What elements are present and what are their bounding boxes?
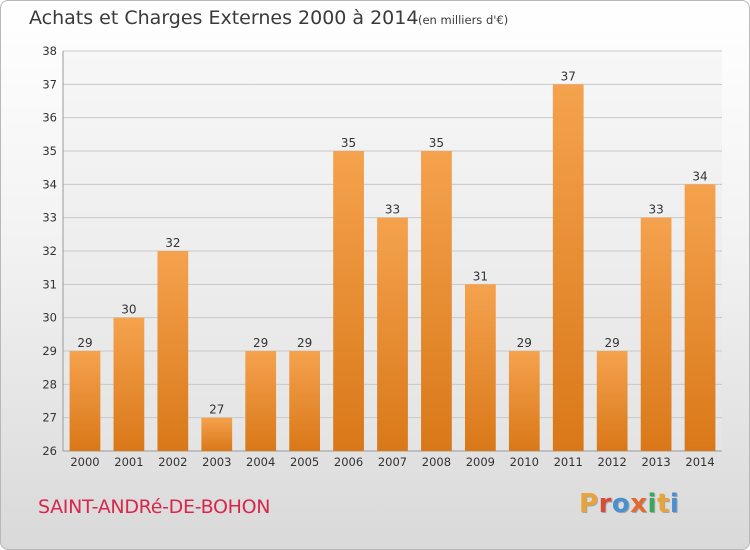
data-label-2000: 29 [77, 336, 92, 350]
x-tick-label: 2012 [598, 455, 627, 469]
data-label-2010: 29 [517, 336, 532, 350]
x-tick-label: 2008 [422, 455, 451, 469]
logo-letter: x [630, 489, 648, 519]
logo-letter: i [669, 489, 680, 519]
data-label-2005: 29 [297, 336, 312, 350]
chart-unit: (en milliers d'€) [418, 13, 509, 27]
y-tick-label: 29 [42, 344, 57, 358]
x-tick-label: 2010 [510, 455, 539, 469]
data-label-2006: 35 [341, 136, 356, 150]
x-tick-label: 2011 [554, 455, 583, 469]
bar-2005[interactable] [289, 351, 321, 451]
y-tick-label: 33 [42, 211, 57, 225]
commune-name: SAINT-ANDRé-DE-BOHON [38, 496, 271, 518]
y-tick-label: 35 [42, 144, 57, 158]
x-tick-label: 2002 [158, 455, 187, 469]
bar-2004[interactable] [245, 351, 277, 451]
bar-2008[interactable] [421, 151, 452, 451]
y-tick-label: 26 [42, 444, 57, 458]
x-tick-label: 2005 [290, 455, 319, 469]
data-label-2002: 32 [165, 236, 180, 250]
data-label-2013: 33 [648, 203, 663, 217]
data-label-2003: 27 [209, 403, 224, 417]
bar-2003[interactable] [201, 417, 233, 451]
y-tick-label: 38 [42, 44, 57, 58]
bar-2010[interactable] [508, 351, 540, 451]
y-tick-label: 34 [42, 177, 57, 191]
data-label-2009: 31 [473, 269, 488, 283]
x-tick-label: 2014 [685, 455, 714, 469]
y-tick-label: 37 [42, 77, 57, 91]
bar-2007[interactable] [377, 217, 408, 451]
y-tick-label: 32 [42, 244, 57, 258]
bar-2000[interactable] [69, 351, 101, 451]
y-tick-label: 27 [42, 411, 57, 425]
bar-2014[interactable] [684, 184, 716, 452]
bar-2011[interactable] [552, 84, 584, 451]
logo-letter: o [611, 489, 631, 519]
data-label-2004: 29 [253, 336, 268, 350]
bar-2001[interactable] [113, 317, 145, 451]
chart-title: Achats et Charges Externes 2000 à 2014 [29, 7, 419, 29]
data-label-2007: 33 [385, 203, 400, 217]
x-tick-label: 2009 [466, 455, 495, 469]
bar-2009[interactable] [464, 284, 496, 451]
bar-2012[interactable] [596, 351, 628, 451]
data-label-2012: 29 [605, 336, 620, 350]
data-label-2001: 30 [121, 303, 136, 317]
data-label-2011: 37 [561, 69, 576, 83]
data-label-2014: 34 [692, 169, 707, 183]
x-tick-label: 2007 [378, 455, 407, 469]
logo-letter: i [647, 489, 657, 519]
proxiti-logo[interactable]: Proxiti [579, 489, 679, 519]
logo-letter: r [598, 489, 612, 519]
x-tick-label: 2001 [114, 455, 143, 469]
bar-2006[interactable] [333, 151, 364, 451]
bar-2002[interactable] [157, 251, 189, 451]
logo-letter: P [579, 489, 599, 519]
y-tick-label: 36 [42, 111, 57, 125]
x-tick-label: 2003 [202, 455, 231, 469]
data-label-2008: 35 [429, 136, 444, 150]
logo-letter: t [656, 489, 670, 519]
y-tick-label: 30 [42, 311, 57, 325]
x-tick-label: 2004 [246, 455, 275, 469]
y-tick-label: 31 [42, 277, 57, 291]
x-tick-label: 2000 [70, 455, 99, 469]
x-tick-label: 2013 [641, 455, 670, 469]
bar-2013[interactable] [640, 217, 672, 451]
y-tick-label: 28 [42, 377, 57, 391]
x-tick-label: 2006 [334, 455, 363, 469]
